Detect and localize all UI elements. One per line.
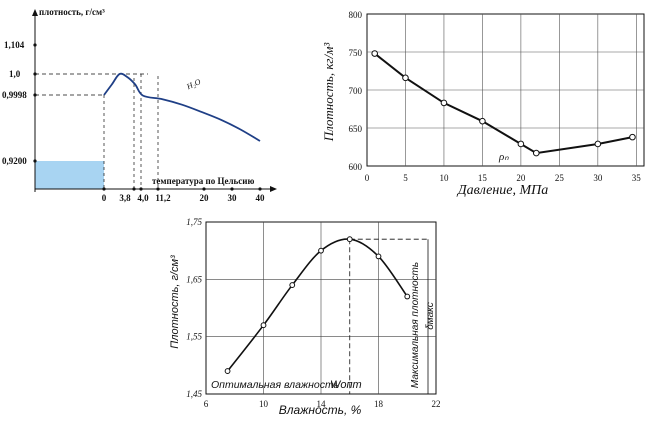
y-axis-label: Плотность, г/см³ <box>169 255 181 349</box>
x-tick-dot <box>102 187 106 191</box>
y-axis-arrow <box>32 9 38 16</box>
y-tick-label: 1,104 <box>4 40 25 50</box>
x-tick-dot <box>202 187 206 191</box>
w-opt-label: Wопт <box>330 379 362 391</box>
water-series-label: H₂O <box>184 77 202 92</box>
optimum-moisture-label: Оптимальная влажность <box>211 379 339 391</box>
data-point <box>375 253 382 260</box>
ice-region <box>35 161 104 189</box>
data-points <box>371 50 636 157</box>
x-tick-label: 22 <box>432 399 441 409</box>
data-point <box>479 117 486 125</box>
x-tick-label: 6 <box>204 399 209 409</box>
x-tick-label: 20 <box>200 193 210 203</box>
y-tick-dot <box>33 43 37 47</box>
y-tick-label: 800 <box>349 10 363 20</box>
y-tick-label: 1,75 <box>186 217 202 227</box>
rho-annotation: ρₙ <box>498 151 509 163</box>
x-tick-label: 25 <box>555 173 565 183</box>
x-axis-label: Давление, МПа <box>456 183 549 198</box>
data-point <box>346 236 353 243</box>
data-point <box>404 293 411 300</box>
grid <box>206 222 436 394</box>
y-tick-labels: 600 650 700 750 800 <box>349 10 363 172</box>
y-tick-label: 1,65 <box>186 274 202 284</box>
data-points <box>224 236 411 374</box>
x-tick-label: 10 <box>259 399 269 409</box>
max-density-label: Максимальная плотность <box>410 262 421 388</box>
x-tick-label: 15 <box>478 173 488 183</box>
x-tick-dot <box>139 187 143 191</box>
x-tick-label: 30 <box>593 173 603 183</box>
moisture-density-chart: 6 10 14 18 22 1,451,551,651,75 Влажность, % … <box>169 217 441 417</box>
x-tick-label: 18 <box>374 399 384 409</box>
y-tick-label: 1,45 <box>186 389 202 399</box>
x-tick-label: 0 <box>365 173 370 183</box>
x-tick-label: 14 <box>317 399 327 409</box>
data-point <box>629 133 636 141</box>
data-point <box>289 282 296 288</box>
data-point <box>371 50 378 57</box>
x-tick-label: 11,2 <box>155 193 171 203</box>
x-tick-labels: 6 10 14 18 22 <box>204 399 441 409</box>
data-point <box>224 368 231 374</box>
pressure-density-line <box>374 52 633 155</box>
y-tick-label: 0,9998 <box>2 90 27 100</box>
y-tick-label: 1,0 <box>9 69 21 79</box>
y-tick-label: 0,9200 <box>2 156 27 166</box>
y-axis-label: Плотность, кг/м³ <box>321 42 336 143</box>
y-tick-label: 1,55 <box>186 332 202 342</box>
x-tick-dot <box>230 187 234 191</box>
data-point <box>517 140 525 148</box>
data-point <box>594 140 602 148</box>
x-tick-label: 35 <box>632 173 642 183</box>
delta-max-label: δмакс <box>425 302 436 330</box>
x-tick-label: 40 <box>256 193 266 203</box>
y-tick-label: 600 <box>349 162 363 172</box>
water-density-chart: плотность, г/см³ температура по Цельсию … <box>2 7 277 203</box>
data-point <box>402 74 409 82</box>
pressure-density-chart: 0 5 10 15 20 25 30 35 600 650 700 750 800 Давление,… <box>321 10 645 198</box>
x-tick-label: 30 <box>228 193 238 203</box>
y-tick-dot <box>33 159 37 163</box>
y-tick-label: 750 <box>349 48 363 58</box>
x-axis-label: температура по Цельсию <box>152 176 254 186</box>
data-point <box>260 322 267 329</box>
x-tick-dot <box>132 187 136 191</box>
y-axis-label: плотность, г/см³ <box>39 7 105 17</box>
x-tick-label: 20 <box>516 173 526 183</box>
x-axis-label: Влажность, % <box>279 403 362 417</box>
data-point <box>532 149 540 157</box>
x-tick-label: 10 <box>439 173 449 183</box>
y-tick-label: 650 <box>349 124 363 134</box>
water-density-line <box>103 72 261 142</box>
x-tick-dot <box>258 187 262 191</box>
y-tick-labels: 1,45 1,55 1,65 1,75 <box>186 217 202 399</box>
x-tick-label: 3,8 <box>119 193 131 203</box>
x-tick-label: 4,0 <box>137 193 149 203</box>
x-tick-dot <box>156 187 160 191</box>
data-point <box>318 247 324 254</box>
x-tick-label: 0 <box>102 193 107 203</box>
x-tick-label: 5 <box>403 173 408 183</box>
data-point <box>440 99 448 107</box>
moisture-density-curve <box>226 238 408 372</box>
x-tick-labels: 0 5 10 15 20 25 30 35 <box>365 173 642 183</box>
x-axis-arrow <box>270 186 277 192</box>
y-tick-label: 700 <box>349 86 363 96</box>
